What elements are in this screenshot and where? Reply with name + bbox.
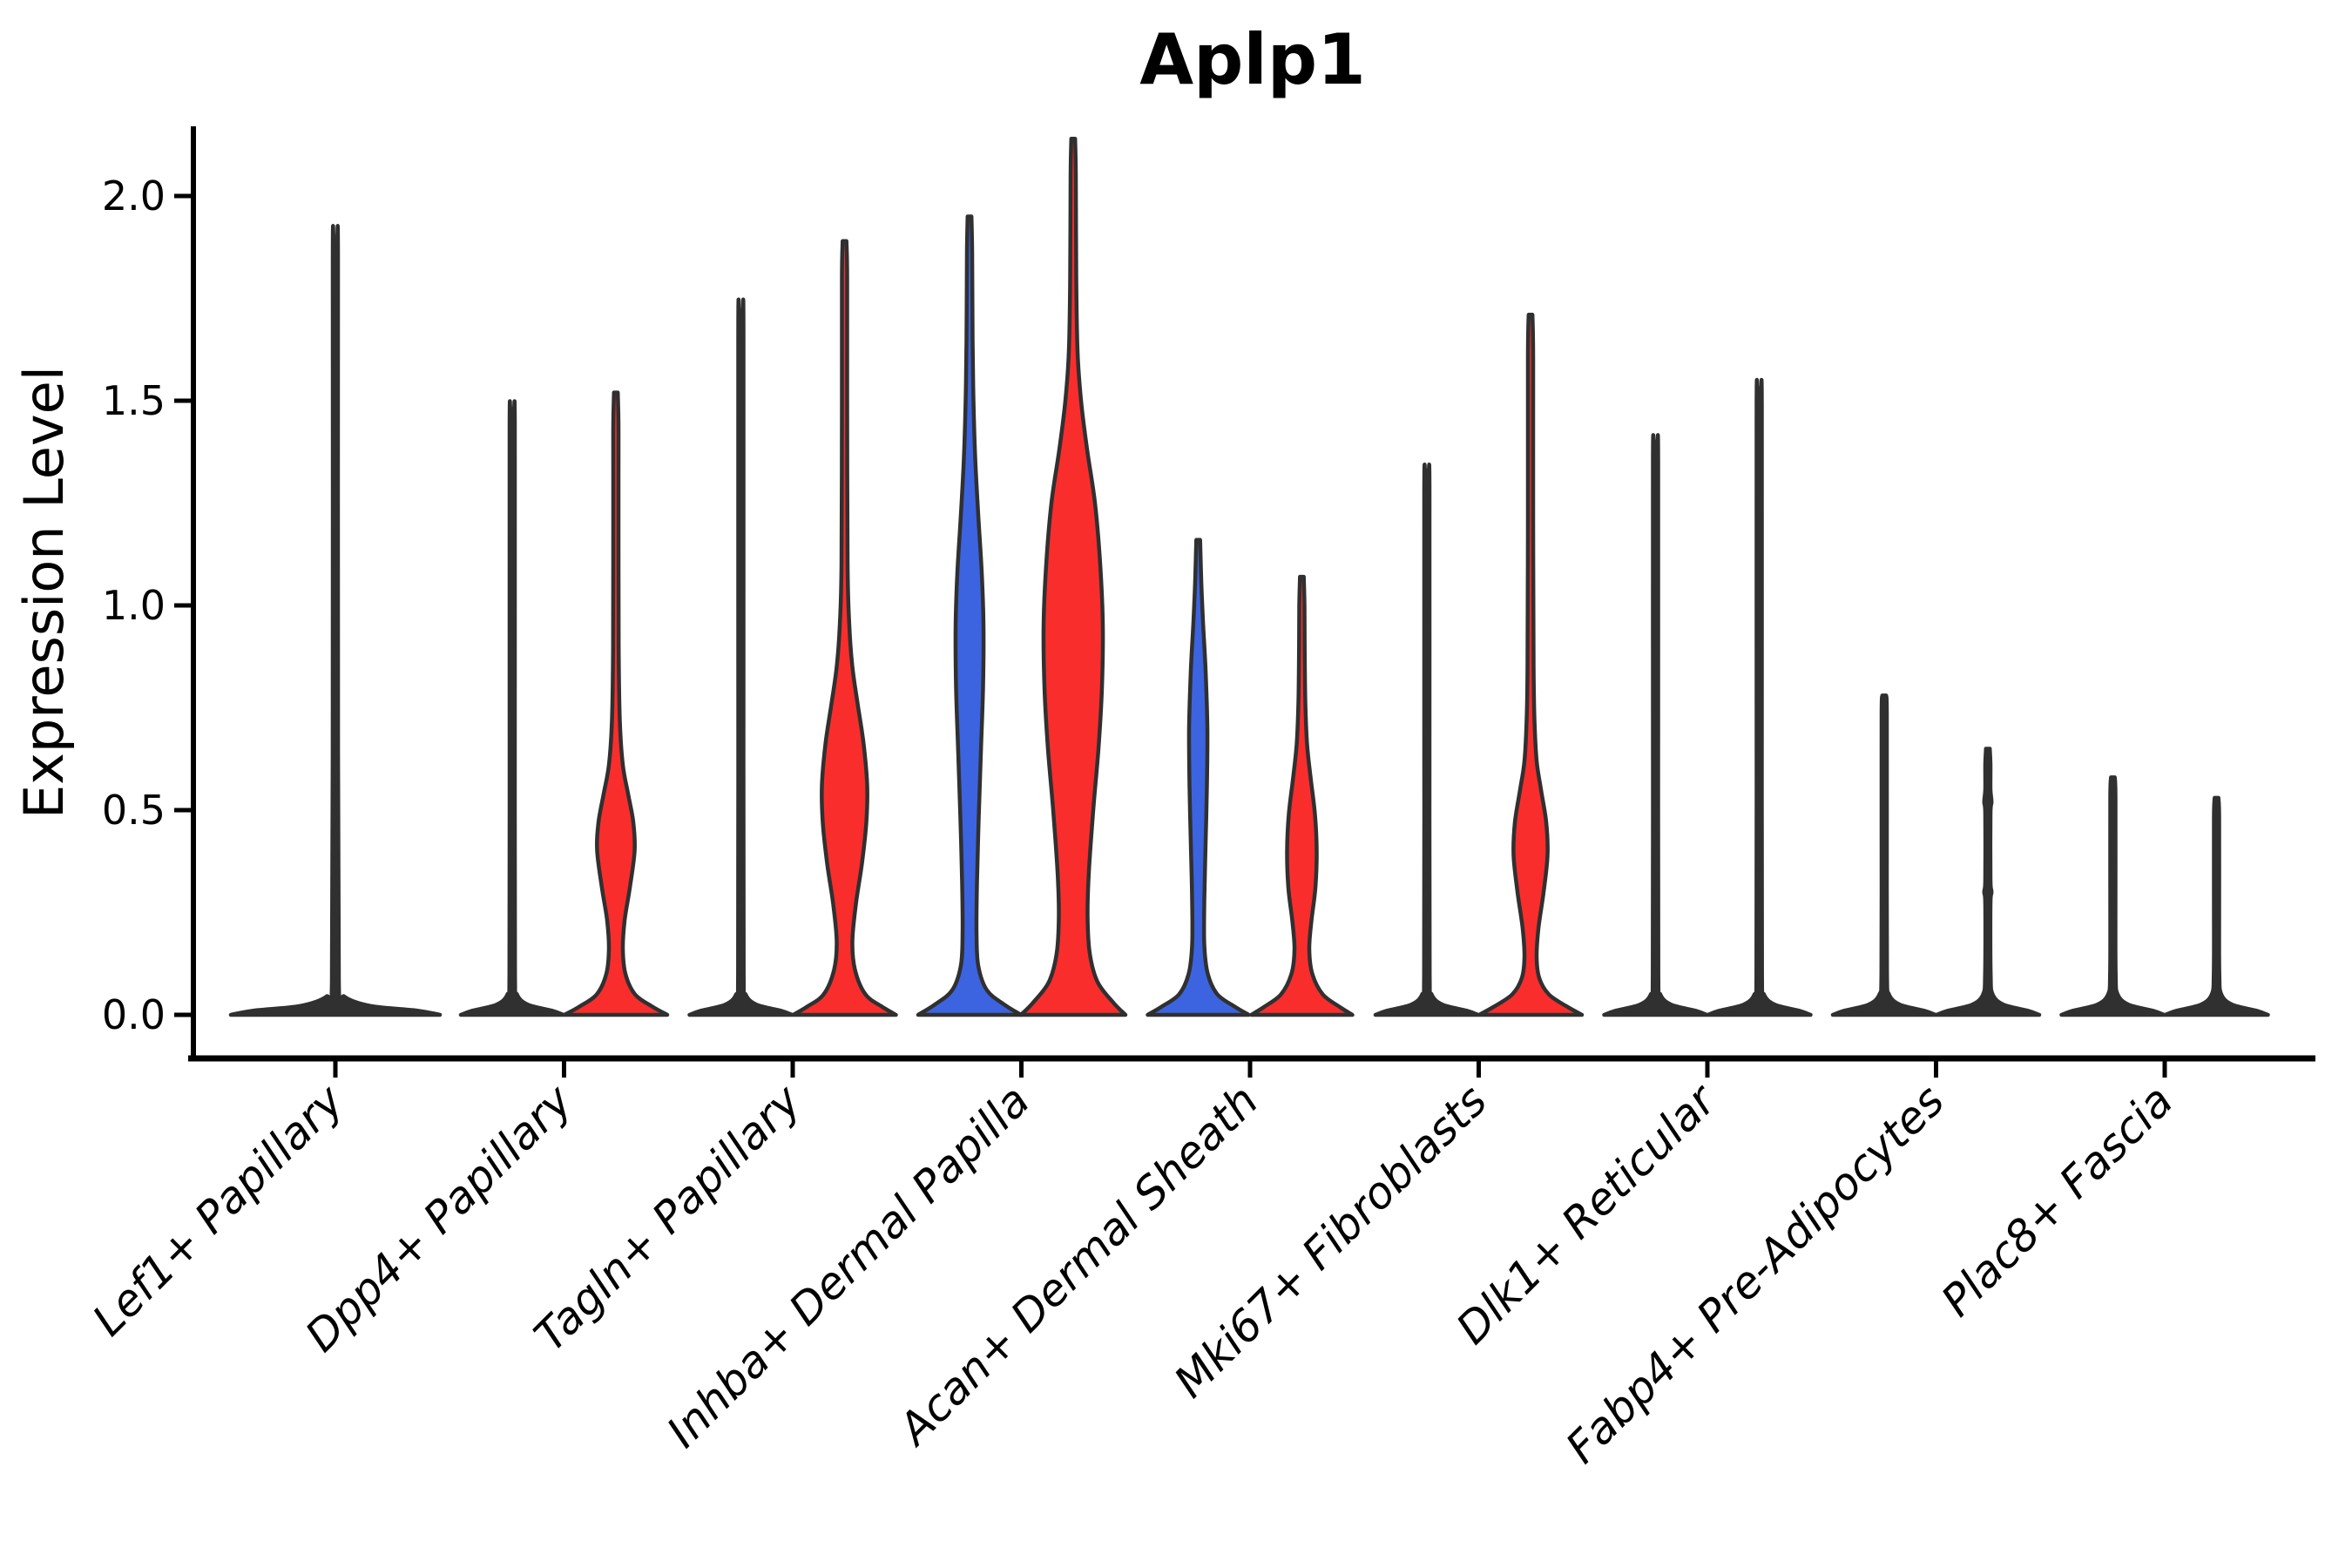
violin-plac8-left <box>2059 775 2166 1017</box>
category-label-1: Lef1+ Papillary <box>83 1074 354 1345</box>
violin-inhba-left <box>916 214 1024 1017</box>
y-tick-label: 1.5 <box>102 377 166 424</box>
violin-mki67-left <box>1373 463 1481 1017</box>
violin-dpp4-left <box>458 399 566 1017</box>
violin-plac8-right <box>2163 795 2270 1017</box>
category-label-9: Plac8+ Fascia <box>1932 1075 2183 1326</box>
y-tick-label: 1.0 <box>102 582 166 629</box>
category-label-8: Fabp4+ Pre-Adipocytes <box>1556 1075 1954 1473</box>
violin-mki67-right <box>1477 313 1585 1017</box>
violin-fabp4-left <box>1830 693 1938 1017</box>
violin-acan-left <box>1146 537 1251 1017</box>
violin-dpp4-right <box>562 390 670 1017</box>
chart-title: Aplp1 <box>1139 19 1366 100</box>
y-tick-label: 2.0 <box>102 172 166 220</box>
y-axis-label: Expression Level <box>12 366 76 819</box>
category-label-5: Acan+ Dermal Sheath <box>888 1075 1268 1456</box>
y-tick-label: 0.5 <box>102 787 166 834</box>
category-label-4: Inhba+ Dermal Papilla <box>658 1075 1039 1456</box>
y-tick-label: 0.0 <box>102 991 166 1038</box>
violin-dlk1-left <box>1602 433 1709 1017</box>
violin-dlk1-right <box>1706 377 1813 1017</box>
violin-acan-right <box>1249 574 1355 1017</box>
violin-lef1-center <box>228 224 443 1017</box>
violin-tagln-left <box>687 297 794 1017</box>
violin-tagln-right <box>791 239 898 1017</box>
violin-inhba-right <box>1018 136 1128 1017</box>
violin-fabp4-right <box>1934 747 2042 1017</box>
